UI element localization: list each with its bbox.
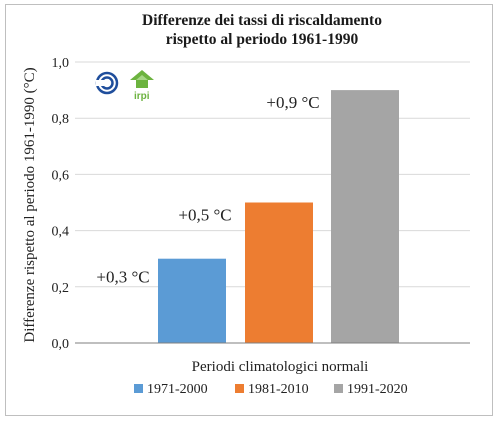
y-tick-label: 0,6 xyxy=(52,168,70,183)
data-labels: +0,3 °C +0,5 °C +0,9 °C xyxy=(96,93,319,287)
bar-1991-2020 xyxy=(331,90,399,343)
y-tick-labels: 0,0 0,2 0,4 0,6 0,8 1,0 xyxy=(52,56,70,352)
y-tick-label: 0,4 xyxy=(52,225,70,240)
y-tick-label: 0,2 xyxy=(52,281,70,296)
irpi-logo-text: irpi xyxy=(134,91,150,102)
legend-label: 1971-2000 xyxy=(147,382,208,397)
bars xyxy=(158,90,399,343)
data-label: +0,9 °C xyxy=(266,93,319,112)
y-axis-label: Differenze rispetto al periodo 1961-1990… xyxy=(22,67,38,342)
cnr-logo xyxy=(95,71,119,95)
legend-label: 1981-2010 xyxy=(248,382,309,397)
y-tick-label: 1,0 xyxy=(52,56,70,71)
legend-swatch xyxy=(134,384,143,393)
irpi-logo: irpi xyxy=(130,70,154,102)
legend-label: 1991-2020 xyxy=(347,382,408,397)
legend-swatch xyxy=(235,384,244,393)
legend-swatch xyxy=(334,384,343,393)
y-tick-label: 0,0 xyxy=(52,337,70,352)
bar-1981-2010 xyxy=(245,202,313,343)
data-label: +0,3 °C xyxy=(96,268,149,287)
chart-title-line-2: rispetto al periodo 1961-1990 xyxy=(166,31,359,48)
x-axis-label: Periodi climatologici normali xyxy=(192,359,369,375)
chart-title-line-1: Differenze dei tassi di riscaldamento xyxy=(142,12,382,29)
legend: 1971-2000 1981-2010 1991-2020 xyxy=(134,382,408,397)
bar-1971-2000 xyxy=(158,258,226,343)
data-label: +0,5 °C xyxy=(178,206,231,225)
y-tick-label: 0,8 xyxy=(52,112,70,127)
